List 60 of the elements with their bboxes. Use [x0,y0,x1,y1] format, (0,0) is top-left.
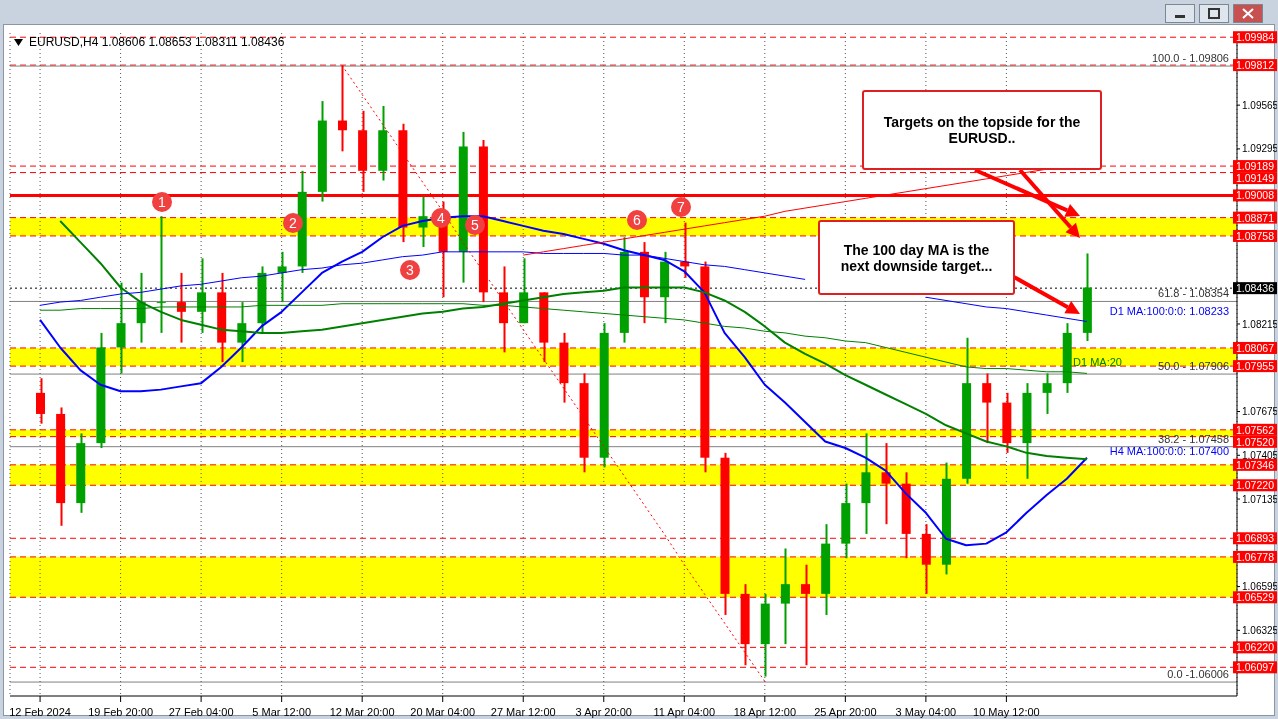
x-tick-label: 3 May 04:00 [895,706,957,718]
ref-line-label: 1.09984 [1236,31,1275,44]
callout-box: The 100 day MA is the next downside target... [818,220,1015,295]
annotation: 50.0 - 1.07906 [1158,360,1229,373]
ref-line-label: 1.06097 [1236,661,1275,674]
chart-title: EURUSD,H4 1.08606 1.08653 1.08311 1.08436 [29,35,285,49]
y-tick-label: 1.06325 [1242,624,1278,636]
x-tick-label: 27 Mar 12:00 [490,706,556,718]
annotation: The 100 day MA is the next downside target... [839,241,994,274]
ref-line-label: 1.08758 [1236,229,1275,242]
annotation: 100.0 - 1.09806 [1151,52,1229,65]
y-tick-label: 1.06595 [1242,581,1278,593]
annotation: 5 [471,217,480,233]
ref-line-label: 1.06778 [1236,550,1275,563]
annotation: 7 [677,199,686,215]
ref-line-label: 1.07562 [1236,423,1275,436]
y-tick-label: 1.09295 [1242,143,1278,155]
annotation: D1 MA:20 [1073,356,1122,368]
x-tick-label: 3 Apr 20:00 [575,706,632,718]
ref-line-label: 1.07220 [1236,479,1275,492]
x-tick-label: 27 Feb 04:00 [168,706,234,718]
ref-line-label: 1.06893 [1236,532,1275,545]
ref-line-label: 1.07520 [1236,435,1275,448]
ref-line-label: 1.07955 [1236,360,1275,373]
ref-line-label: 1.09008 [1236,189,1275,202]
y-tick-label: 1.09565 [1242,99,1278,111]
annotation: Targets on the topside for the EURUSD.. [882,114,1082,146]
callout-box: Targets on the topside for the EURUSD.. [862,90,1102,170]
annotation: 2 [289,215,298,231]
ref-line-label: 1.08871 [1236,211,1275,224]
ref-line-label: 1.09189 [1236,160,1275,173]
ref-line-label: 1.09149 [1236,172,1275,185]
y-tick-label: 1.08215 [1242,318,1278,330]
annotation: 6 [633,212,642,228]
x-tick-label: 12 Mar 20:00 [329,706,395,718]
annotation: 1 [158,194,167,210]
candlestick [156,216,166,333]
annotation: 4 [437,210,446,226]
annotation: 3 [406,262,415,278]
x-tick-label: 10 May 12:00 [973,706,1040,718]
ref-line-label: 1.08067 [1236,341,1275,354]
y-tick-label: 1.07135 [1242,493,1278,505]
x-tick-label: 5 Mar 12:00 [252,706,311,718]
x-tick-label: 25 Apr 20:00 [814,706,877,718]
ref-line-label: 1.09812 [1236,59,1275,72]
ref-line-label: 1.06220 [1236,641,1275,654]
x-tick-label: 11 Apr 04:00 [653,706,716,718]
ref-line-label: 1.07346 [1236,458,1275,471]
ref-line-label: 1.06529 [1236,591,1275,604]
y-tick-label: 1.07675 [1242,406,1278,418]
x-tick-label: 12 Feb 2024 [9,706,71,718]
ref-line-label: 1.08436 [1236,282,1275,295]
text: H4 MA:100:0:0: 1.07400 [1109,445,1229,457]
annotation: 0.0 -1.06006 [1167,668,1229,681]
x-tick-label: 20 Mar 04:00 [410,706,476,718]
x-tick-label: 18 Apr 12:00 [733,706,797,718]
y-tick-label: 1.07405 [1242,449,1278,461]
annotation: 61.8 - 1.08354 [1158,287,1229,300]
x-tick-label: 19 Feb 20:00 [88,706,154,718]
text: D1 MA:100:0:0: 1.08233 [1109,305,1229,317]
